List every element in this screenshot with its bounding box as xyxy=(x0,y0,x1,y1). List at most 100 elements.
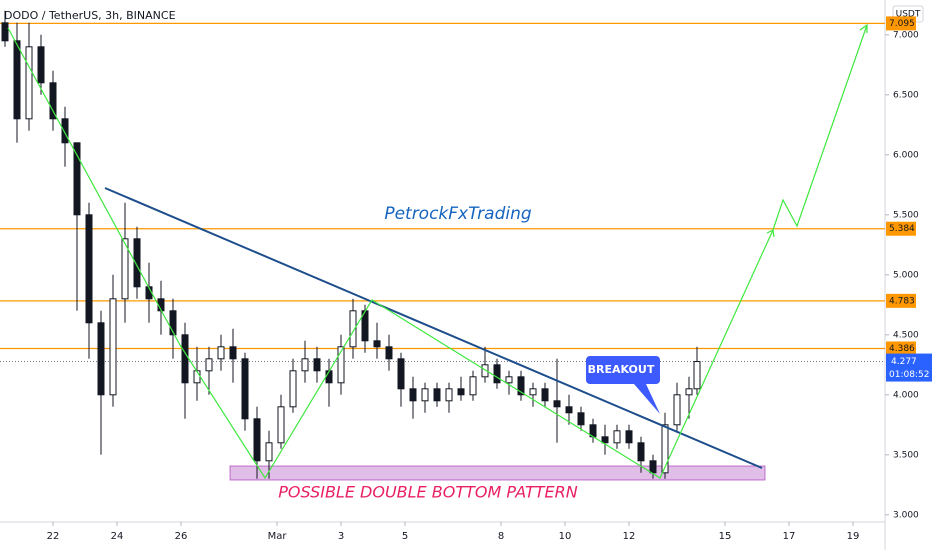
candle-body xyxy=(481,364,489,378)
candle-body xyxy=(649,460,657,474)
y-tick-label: 4.000 xyxy=(893,390,919,400)
trendline xyxy=(104,187,763,469)
candle-body xyxy=(613,430,621,444)
candle-body xyxy=(97,322,105,396)
candle-body xyxy=(421,388,429,402)
candle-body xyxy=(577,412,585,426)
candle-body xyxy=(685,388,693,396)
y-tick-label: 3.500 xyxy=(893,450,919,460)
x-tick-label: 5 xyxy=(402,531,408,542)
pattern-label: POSSIBLE DOUBLE BOTTOM PATTERN xyxy=(278,483,578,502)
candle-body xyxy=(85,214,93,324)
candle-body xyxy=(181,334,189,384)
candle-body xyxy=(661,424,669,474)
candle-body xyxy=(229,346,237,360)
x-tick-label: 17 xyxy=(783,531,796,542)
candle-body xyxy=(517,376,525,396)
y-tick-label: 6.500 xyxy=(893,90,919,100)
y-tick-label: 4.500 xyxy=(893,330,919,340)
candle-body xyxy=(433,388,441,402)
candles xyxy=(1,10,701,479)
level-tag xyxy=(886,16,916,31)
candle-body xyxy=(469,376,477,396)
candle-body xyxy=(457,388,465,396)
candle-body xyxy=(133,238,141,288)
x-tick-label: 8 xyxy=(498,531,504,542)
watermark: PetrockFxTrading xyxy=(384,204,532,224)
levels xyxy=(0,22,885,363)
axes: 3.000 3.500 4.000 4.500 5.000 5.500 6.000 6.500… xyxy=(47,16,932,542)
level-label: 5.384 xyxy=(889,224,915,234)
candle-body xyxy=(541,388,549,402)
symbol-title: DODO / TetherUS, 3h, BINANCE xyxy=(4,9,176,22)
x-tick-label: 12 xyxy=(623,531,636,542)
breakout-label: BREAKOUT xyxy=(588,363,655,376)
candle-body xyxy=(313,358,321,372)
candle-body xyxy=(637,442,645,462)
level-label: 4.386 xyxy=(889,344,915,354)
breakout-callout xyxy=(586,356,660,414)
candle-body xyxy=(253,418,261,462)
x-tick-label: 24 xyxy=(111,531,124,542)
x-tick-label: 19 xyxy=(847,531,860,542)
candle-body xyxy=(13,40,21,120)
level-tag xyxy=(886,293,916,308)
projection-path xyxy=(772,24,868,231)
candle-body xyxy=(61,118,69,144)
candle-body xyxy=(529,388,537,396)
last-price-tag xyxy=(886,353,932,382)
candle-body xyxy=(289,370,297,408)
candle-body xyxy=(121,238,129,300)
y-tick-label: 3.000 xyxy=(893,510,919,520)
candle-body xyxy=(1,22,9,42)
candle-body xyxy=(73,142,81,216)
candle-body xyxy=(445,388,453,402)
x-tick-label: 26 xyxy=(175,531,188,542)
candle-body xyxy=(49,82,57,120)
candle-body xyxy=(601,436,609,444)
level-label: 4.783 xyxy=(889,296,915,306)
candle-body xyxy=(493,364,501,384)
candle-body xyxy=(625,430,633,444)
candle-body xyxy=(553,400,561,408)
y-tick-label: 5.500 xyxy=(893,210,919,220)
x-tick-label: 15 xyxy=(719,531,732,542)
x-tick-label: Mar xyxy=(268,531,288,542)
currency: USDT xyxy=(896,10,921,20)
x-tick-label: 22 xyxy=(47,531,60,542)
candle-body xyxy=(241,358,249,420)
candle-body xyxy=(109,298,117,396)
candle-body xyxy=(265,442,273,462)
last-price-label: 4.277 xyxy=(891,357,917,367)
candle-body xyxy=(25,46,33,120)
candle-body xyxy=(385,346,393,360)
level-tag xyxy=(886,221,916,236)
level-label: 7.095 xyxy=(889,19,915,29)
y-tick-label: 7.000 xyxy=(893,30,919,40)
candle-body xyxy=(205,358,213,372)
x-tick-label: 3 xyxy=(338,531,344,542)
candle-body xyxy=(37,46,45,84)
double-bottom-zone xyxy=(229,465,766,481)
candle-body xyxy=(373,340,381,348)
candle-body xyxy=(409,388,417,402)
level-tag xyxy=(886,341,916,356)
candle-body xyxy=(505,376,513,384)
x-tick-label: 10 xyxy=(559,531,572,542)
candle-body xyxy=(337,346,345,384)
candle-body xyxy=(301,358,309,372)
candle-body xyxy=(169,310,177,336)
y-tick-label: 6.000 xyxy=(893,150,919,160)
candle-body xyxy=(349,310,357,348)
y-tick-label: 5.000 xyxy=(893,270,919,280)
projection-path xyxy=(7,27,774,480)
candle-body xyxy=(217,346,225,360)
arrow-head xyxy=(859,23,868,33)
candle-body xyxy=(277,406,285,444)
countdown-label: 01:08:52 xyxy=(889,370,929,380)
candle-body xyxy=(397,358,405,390)
candle-body xyxy=(565,406,573,414)
candle-body xyxy=(693,361,701,390)
